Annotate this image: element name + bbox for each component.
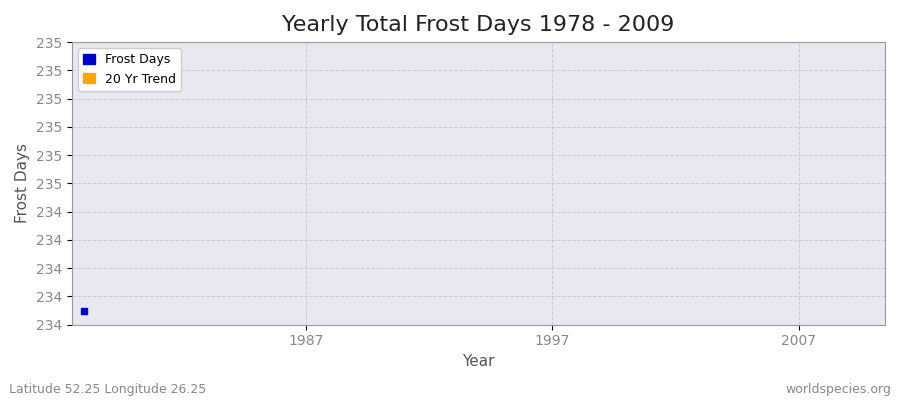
- Y-axis label: Frost Days: Frost Days: [15, 144, 30, 224]
- Legend: Frost Days, 20 Yr Trend: Frost Days, 20 Yr Trend: [77, 48, 181, 91]
- Text: Latitude 52.25 Longitude 26.25: Latitude 52.25 Longitude 26.25: [9, 383, 206, 396]
- Title: Yearly Total Frost Days 1978 - 2009: Yearly Total Frost Days 1978 - 2009: [282, 15, 674, 35]
- X-axis label: Year: Year: [462, 354, 494, 369]
- Text: worldspecies.org: worldspecies.org: [785, 383, 891, 396]
